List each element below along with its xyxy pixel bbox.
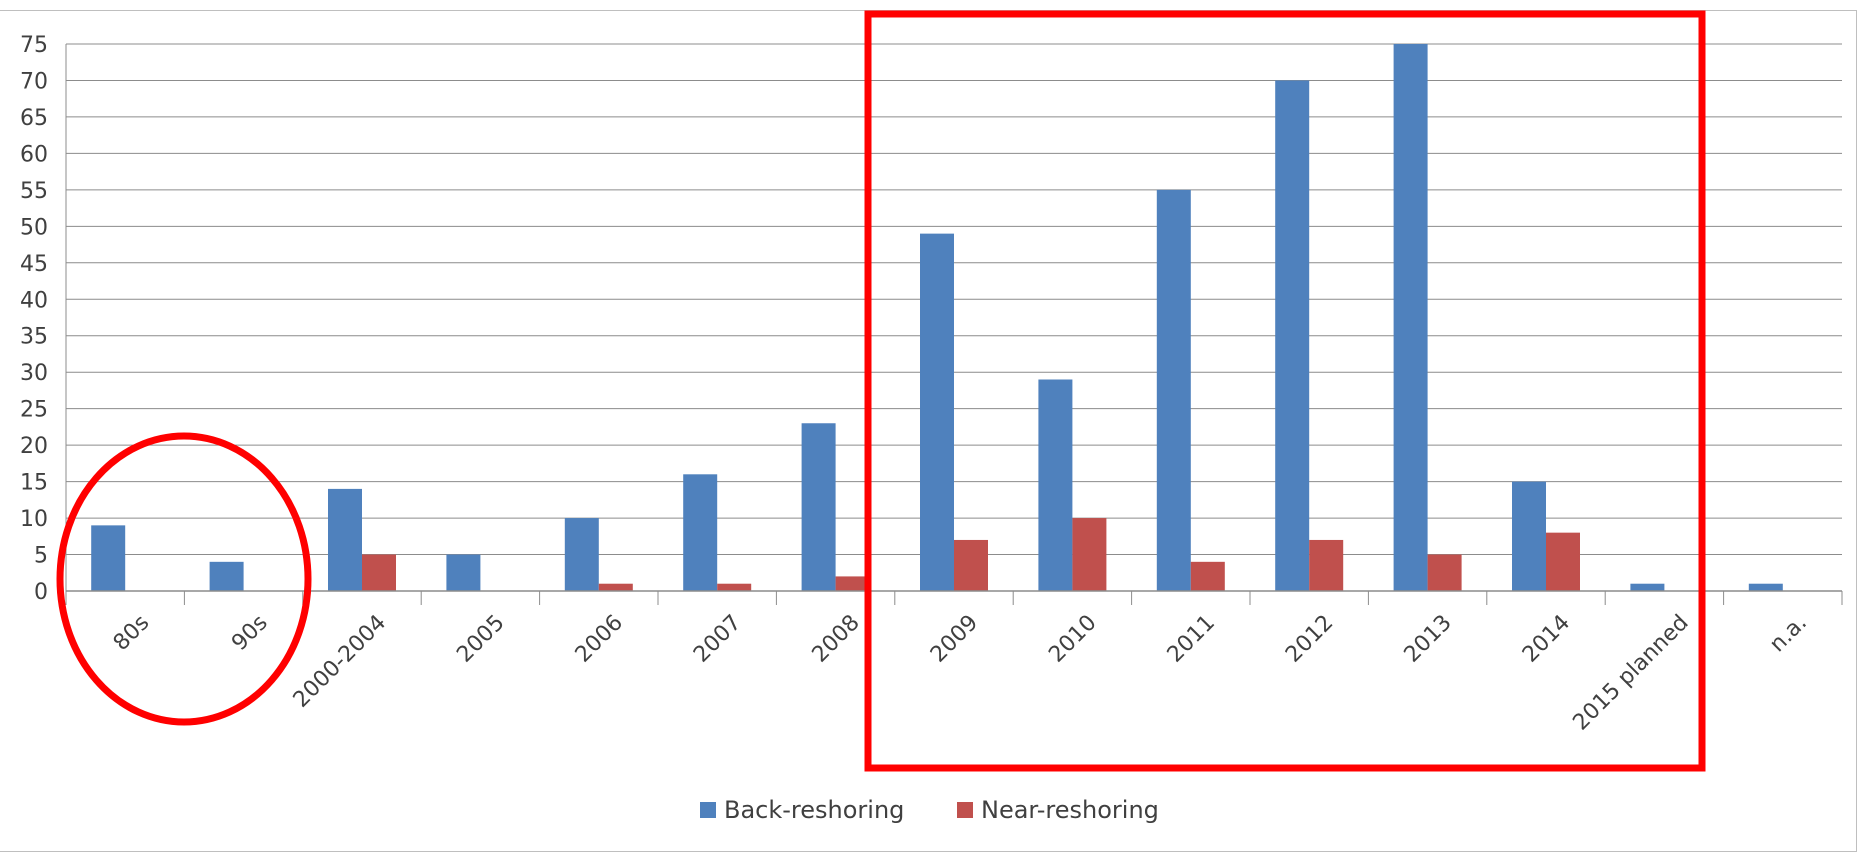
y-tick-label: 50: [20, 215, 48, 240]
bar-back-reshoring: [1512, 481, 1546, 591]
bars: [91, 44, 1783, 592]
y-tick-label: 30: [20, 361, 48, 386]
bar-near-reshoring: [717, 583, 752, 591]
bar-back-reshoring: [91, 525, 126, 591]
y-axis-tick-labels: 0 5 10 15 20 25 30 35 40 45 50 55 60 65 70 75: [20, 33, 48, 605]
bar-back-reshoring: [1156, 189, 1191, 591]
y-tick-label: 70: [20, 69, 48, 94]
x-axis: [65, 44, 1843, 605]
y-tick-label: 0: [34, 580, 48, 605]
bar-back-reshoring: [920, 233, 954, 592]
y-tick-label: 25: [20, 398, 48, 423]
bar-near-reshoring: [1309, 539, 1344, 591]
bar-back-reshoring: [1038, 379, 1073, 591]
y-tick-label: 10: [20, 507, 48, 532]
x-axis-category-labels: 80s 90s 2000-2004 2005 2006 2007 2008 2009 2010 2…: [109, 610, 1812, 735]
x-category-label: 2006: [571, 610, 628, 667]
annotation-ellipse: [56, 432, 312, 726]
x-category-label: 2009: [926, 610, 983, 667]
y-tick-label: 60: [20, 142, 48, 167]
legend-label: Near-reshoring: [981, 796, 1159, 824]
annotations: [56, 10, 1706, 772]
bar-back-reshoring: [328, 488, 362, 591]
bar-back-reshoring: [564, 518, 599, 591]
bar-back-reshoring: [1275, 80, 1310, 591]
bar-near-reshoring: [1546, 532, 1580, 591]
x-category-label: 2011: [1163, 610, 1220, 667]
x-category-label: 2014: [1518, 610, 1575, 667]
x-category-label: 2010: [1044, 610, 1101, 667]
x-category-label: n.a.: [1765, 610, 1812, 657]
bar-near-reshoring: [1427, 554, 1462, 591]
bar-back-reshoring: [209, 561, 244, 591]
x-category-label: 2013: [1400, 610, 1457, 667]
bar-back-reshoring: [1748, 583, 1783, 591]
x-category-label: 90s: [227, 610, 273, 656]
bar-back-reshoring: [801, 423, 836, 591]
x-category-label: 2005: [452, 610, 509, 667]
x-category-label: 80s: [109, 610, 155, 656]
x-category-label: 2007: [689, 610, 746, 667]
y-tick-label: 20: [20, 434, 48, 459]
bar-back-reshoring: [446, 554, 481, 591]
bar-near-reshoring: [835, 576, 870, 591]
bar-near-reshoring: [1072, 518, 1107, 591]
bar-back-reshoring: [1630, 583, 1665, 591]
x-category-label: 2015 planned: [1568, 610, 1693, 735]
legend-label: Back-reshoring: [724, 796, 904, 824]
legend: Back-reshoring Near-reshoring: [700, 796, 1159, 824]
x-category-label: 2008: [808, 610, 865, 667]
bar-near-reshoring: [362, 554, 396, 591]
bar-near-reshoring: [598, 583, 633, 591]
y-tick-label: 15: [20, 471, 48, 496]
x-category-label: 2012: [1281, 610, 1338, 667]
bar-near-reshoring: [954, 539, 988, 591]
y-tick-label: 40: [20, 288, 48, 313]
bar-back-reshoring: [683, 474, 718, 591]
annotation-rectangle: [864, 10, 1706, 772]
y-tick-label: 75: [20, 33, 48, 58]
bar-near-reshoring: [1190, 561, 1225, 591]
bar-back-reshoring: [1393, 44, 1428, 591]
y-tick-label: 5: [34, 544, 48, 569]
y-tick-label: 55: [20, 179, 48, 204]
legend-swatch: [700, 802, 716, 818]
y-tick-label: 35: [20, 325, 48, 350]
y-tick-label: 65: [20, 106, 48, 131]
y-tick-label: 45: [20, 252, 48, 277]
legend-swatch: [957, 802, 973, 818]
